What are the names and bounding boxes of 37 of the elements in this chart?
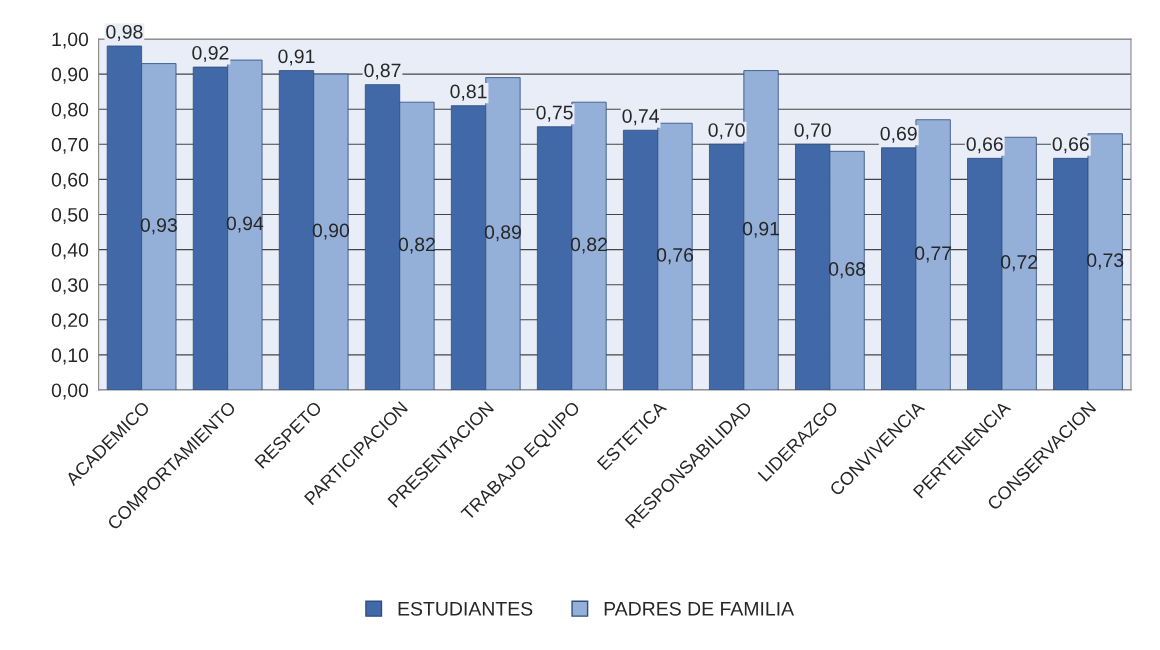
y-tick-label: 0,20	[51, 313, 89, 330]
data-label: 0,76	[656, 248, 694, 265]
data-label: 0,93	[140, 218, 177, 235]
data-label: 0,66	[966, 137, 1003, 154]
y-tick-label: 0,60	[51, 172, 89, 189]
data-label: 0,69	[880, 126, 917, 143]
y-tick-label: 0,80	[51, 102, 89, 119]
data-label: 0,74	[622, 109, 659, 126]
data-label: 0,72	[1001, 255, 1038, 272]
data-label: 0,77	[914, 246, 952, 263]
y-tick-label: 0,00	[51, 383, 89, 400]
y-tick-label: 0,10	[51, 348, 89, 365]
data-label: 0,75	[536, 105, 573, 122]
data-label: 0,81	[450, 84, 487, 101]
data-label: 0,82	[570, 237, 607, 254]
data-label: 0,98	[106, 24, 143, 41]
data-label: 0,70	[708, 123, 745, 140]
data-label: 0,87	[364, 63, 401, 80]
y-tick-label: 0,40	[51, 243, 89, 260]
y-tick-label: 0,90	[51, 67, 89, 84]
data-label: 0,66	[1052, 137, 1089, 154]
data-label: 0,90	[312, 223, 350, 240]
data-label: 0,73	[1087, 253, 1124, 270]
data-label: 0,89	[484, 225, 521, 242]
data-label: 0,94	[226, 216, 264, 233]
data-label: 0,91	[742, 221, 780, 238]
data-label: 0,70	[794, 123, 831, 140]
y-tick-label: 1,00	[52, 32, 89, 49]
y-tick-label: 0,30	[51, 278, 89, 295]
data-label: 0,92	[192, 45, 229, 63]
data-label: 0,82	[398, 237, 435, 254]
y-tick-label: 0,70	[51, 137, 89, 154]
data-label: 0,68	[828, 262, 866, 279]
data-label: 0,91	[278, 49, 315, 66]
legend-label: PADRES DE FAMILIA	[604, 601, 795, 616]
legend-label: ESTUDIANTES	[398, 601, 533, 616]
y-tick-label: 0,50	[51, 207, 89, 225]
